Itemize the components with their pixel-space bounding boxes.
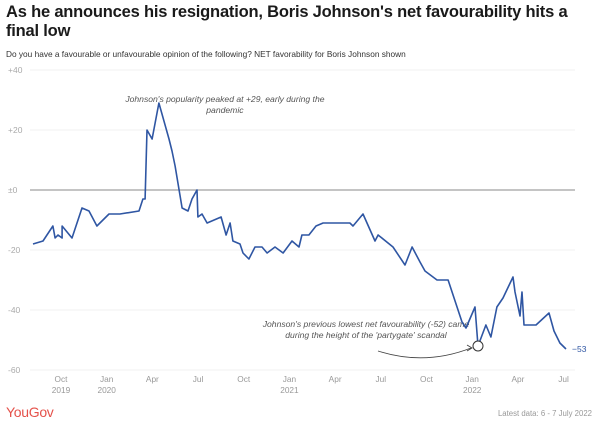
low-point-marker — [472, 340, 484, 352]
annotation-peak-text: Johnson's popularity peaked at +29, earl… — [124, 94, 324, 104]
x-tick-label: Oct — [420, 374, 434, 384]
arrowhead-icon — [466, 344, 473, 352]
x-tick-label: Jul — [558, 374, 569, 384]
chart-subtitle: Do you have a favourable or unfavourable… — [6, 49, 406, 59]
annotation-partygate-text: during the height of the 'partygate' sca… — [285, 330, 448, 340]
x-tick-label: Jul — [376, 374, 387, 384]
annotation-layer: Johnson's popularity peaked at +29, earl… — [124, 94, 473, 359]
y-tick-label: -20 — [8, 245, 21, 255]
series-line — [32, 102, 567, 350]
x-tick-year-label: 2022 — [463, 385, 482, 395]
end-value-label: −53 — [572, 344, 587, 354]
latest-data-note: Latest data: 6 - 7 July 2022 — [497, 409, 592, 418]
x-tick-label: Apr — [329, 374, 342, 384]
yougov-logo: YouGov — [6, 404, 54, 420]
x-tick-label: Jul — [193, 374, 204, 384]
y-tick-label: +40 — [8, 65, 23, 75]
annotation-peak-text: pandemic — [205, 105, 244, 115]
x-tick-label: Oct — [237, 374, 251, 384]
y-tick-label: ±0 — [8, 185, 18, 195]
x-tick-label: Jan — [283, 374, 297, 384]
y-tick-label: +20 — [8, 125, 23, 135]
chart-title: As he announces his resignation, Boris J… — [6, 3, 568, 40]
annotation-partygate-text: Johnson's previous lowest net favourabil… — [262, 319, 470, 329]
x-tick-label: Apr — [146, 374, 159, 384]
x-tick-label: Jan — [100, 374, 114, 384]
y-tick-label: -60 — [8, 365, 21, 375]
x-tick-label: Apr — [511, 374, 524, 384]
y-tick-label: -40 — [8, 305, 21, 315]
series-layer: −53 — [32, 102, 587, 354]
x-tick-year-label: 2020 — [97, 385, 116, 395]
annotation-arrow — [377, 347, 472, 359]
x-tick-year-label: 2021 — [280, 385, 299, 395]
x-tick-label: Jan — [466, 374, 480, 384]
x-tick-year-label: 2019 — [52, 385, 71, 395]
grid-layer: +40 +20 ±0 -20 -40 -60 — [8, 65, 575, 375]
x-tick-label: Oct — [55, 374, 69, 384]
